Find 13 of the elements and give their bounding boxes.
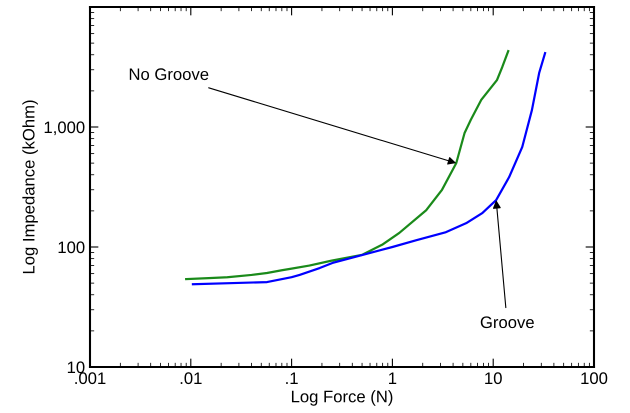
annotation: No Groove: [130, 68, 208, 80]
x-tick-label: .01: [180, 372, 202, 384]
x-tick-label: .001: [75, 372, 106, 384]
y-axis-title: Log Impedance (kOhm): [22, 100, 38, 274]
x-tick-label: .1: [286, 372, 298, 384]
y-tick-label: 10: [68, 361, 84, 374]
y-tick-label: 1,000: [44, 121, 84, 136]
x-tick-label: 1: [389, 372, 396, 384]
x-axis-title: Log Force (N): [292, 390, 392, 406]
y-tick-label: 100: [58, 241, 84, 254]
x-tick-label: 100: [581, 372, 608, 384]
annotation: Groove: [480, 316, 534, 328]
x-tick-label: 10: [485, 372, 502, 384]
